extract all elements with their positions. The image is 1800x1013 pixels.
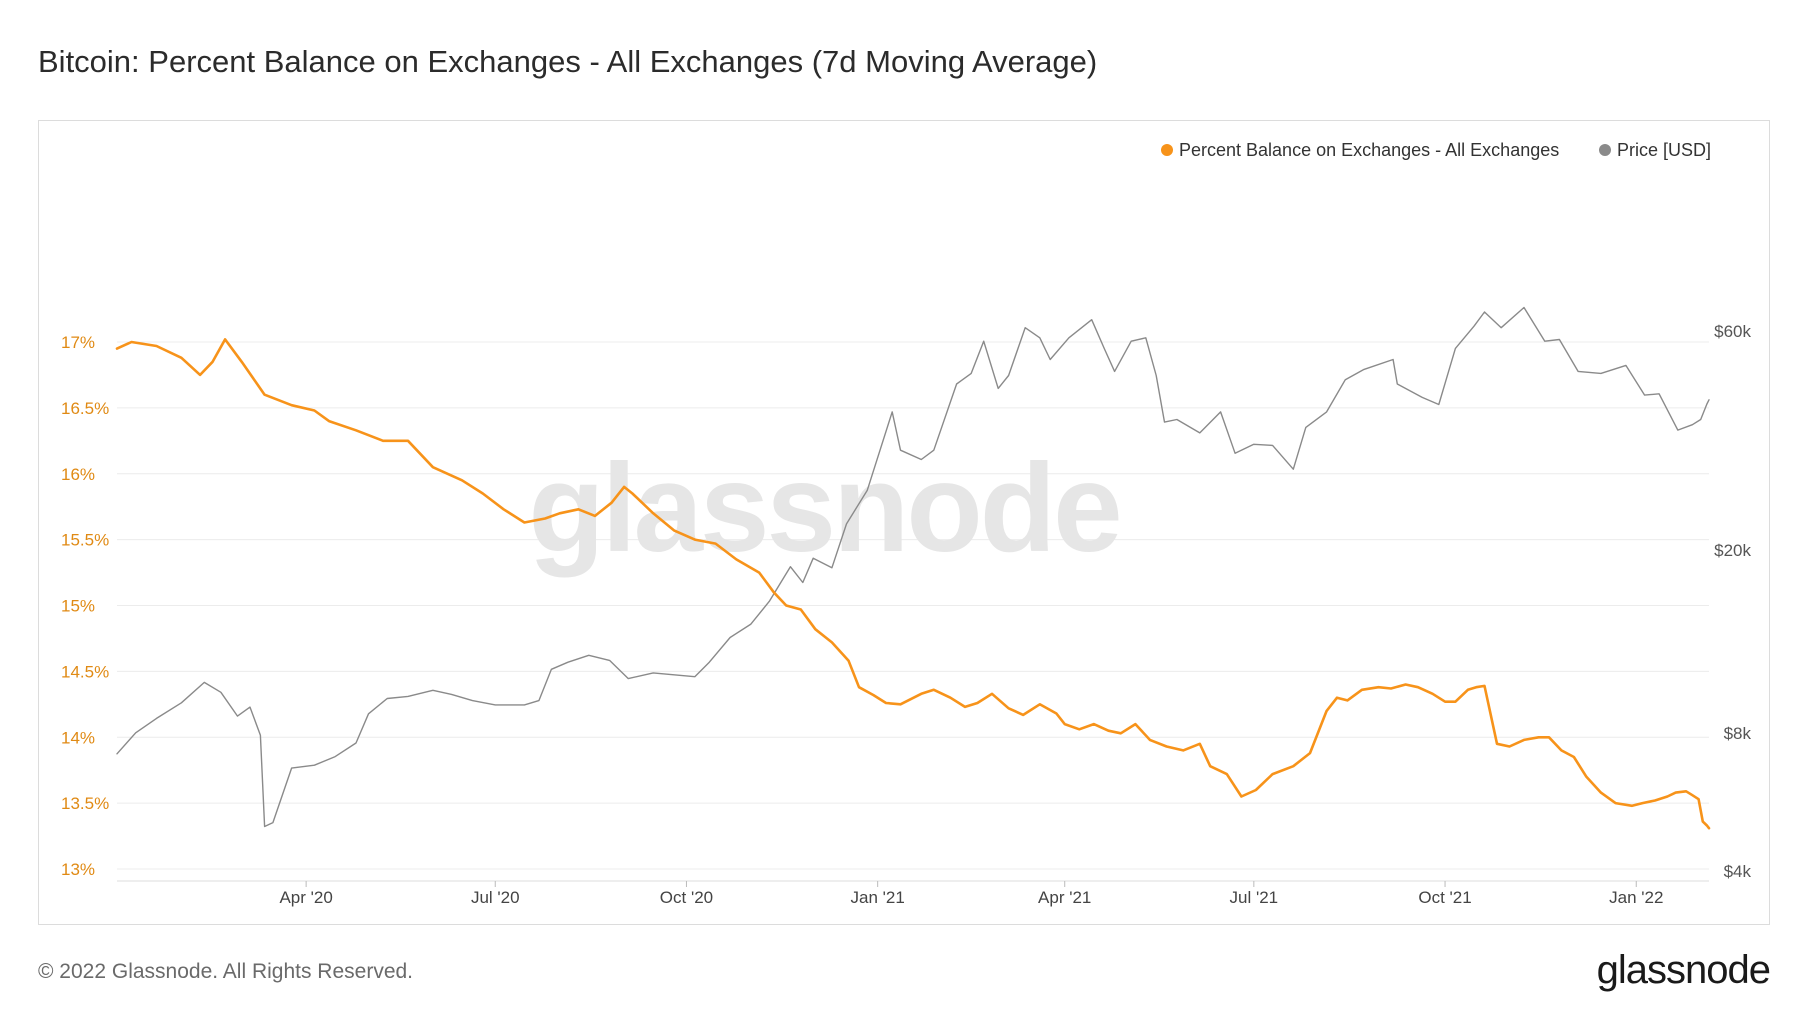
x-axis: Apr '20 Jul '20 Oct '20 Jan '21 Apr '21 Jul '… — [279, 881, 1663, 907]
series-line-balance[interactable] — [115, 338, 1711, 830]
legend-label-balance[interactable]: Percent Balance on Exchanges - All Excha… — [1179, 140, 1559, 160]
y-left-tick-label: 14.5% — [61, 662, 109, 681]
legend[interactable]: Percent Balance on Exchanges - All Excha… — [1161, 140, 1711, 160]
y-right-tick-label: $20k — [1714, 541, 1751, 560]
y-left-tick-label: 15.5% — [61, 531, 109, 550]
y-right-tick-label: $8k — [1724, 724, 1752, 743]
y-left-tick-label: 17% — [61, 333, 95, 352]
x-tick-label: Oct '20 — [660, 888, 713, 907]
copyright-footer: © 2022 Glassnode. All Rights Reserved. — [38, 960, 414, 983]
y-left-tick-label: 14% — [61, 728, 95, 747]
x-tick-label: Jul '20 — [471, 888, 520, 907]
x-tick-label: Jan '22 — [1609, 888, 1663, 907]
x-tick-label: Apr '20 — [279, 888, 332, 907]
y-left-tick-label: 16% — [61, 465, 95, 484]
chart-title: Bitcoin: Percent Balance on Exchanges - … — [38, 44, 1098, 79]
left-axis: 13% 13.5% 14% 14.5% 15% 15.5% 16% 16.5% 17% — [61, 333, 109, 879]
series-line-price[interactable] — [116, 306, 1710, 828]
y-left-tick-label: 16.5% — [61, 399, 109, 418]
series-layer — [115, 306, 1711, 830]
x-tick-label: Apr '21 — [1038, 888, 1091, 907]
x-tick-label: Jul '21 — [1230, 888, 1279, 907]
y-left-tick-label: 13% — [61, 860, 95, 879]
y-right-tick-label: $4k — [1724, 862, 1752, 881]
grid-lines — [117, 341, 1709, 882]
x-tick-label: Oct '21 — [1418, 888, 1471, 907]
watermark: glassnode — [528, 439, 1119, 578]
legend-marker-balance — [1161, 144, 1173, 156]
right-axis: $4k $8k $20k $60k — [1714, 322, 1751, 881]
y-left-tick-label: 15% — [61, 597, 95, 616]
y-left-tick-label: 13.5% — [61, 794, 109, 813]
y-right-tick-label: $60k — [1714, 322, 1751, 341]
legend-label-price[interactable]: Price [USD] — [1617, 140, 1711, 160]
x-tick-label: Jan '21 — [851, 888, 905, 907]
chart-panel: glassnode 13% 13.5% 14% 14.5% 15% 15.5% 16% 16.… — [38, 120, 1770, 925]
chart-canvas[interactable]: glassnode 13% 13.5% 14% 14.5% 15% 15.5% 16% 16.… — [39, 121, 1771, 926]
glassnode-logo[interactable]: glassnode — [1596, 948, 1771, 992]
legend-marker-price — [1599, 144, 1611, 156]
